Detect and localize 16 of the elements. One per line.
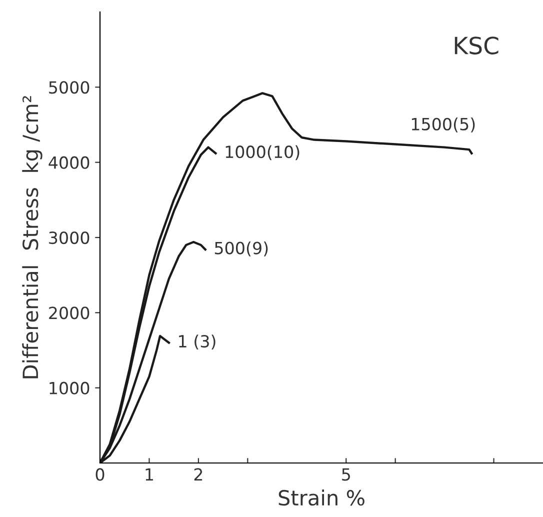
annotation: 500(9) [214, 241, 268, 256]
y-tick-label: 1000 [50, 382, 90, 394]
x-tick-label: 1 [146, 468, 153, 481]
y-tick-label: 3000 [49, 231, 90, 244]
annotation: 1000(10) [226, 145, 300, 160]
annotation: 1 (3) [179, 334, 216, 350]
x-tick-label: 0 [96, 468, 104, 481]
x-tick-label: 5 [342, 468, 350, 481]
annotation: 1500(5) [412, 118, 475, 132]
y-tick-label: 5000 [49, 81, 90, 94]
annotation: KSC [454, 36, 498, 54]
x-axis-title: Strain % [278, 490, 364, 506]
y-tick-label: 2000 [49, 306, 90, 320]
y-axis-title: Differential Stress kg /cm² [22, 96, 42, 378]
x-tick-label: 2 [194, 468, 202, 481]
y-tick-label: 4000 [48, 156, 90, 169]
